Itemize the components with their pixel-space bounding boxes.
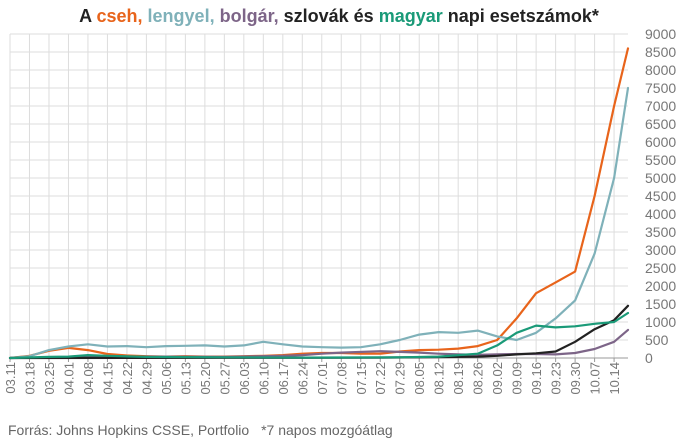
series-line-cseh <box>8 47 630 360</box>
y-tick-label: 1000 <box>645 314 676 330</box>
y-tick-label: 500 <box>645 332 669 348</box>
y-tick-label: 6500 <box>645 116 676 132</box>
y-tick-label: 8000 <box>645 62 676 78</box>
x-tick-label: 03.18 <box>22 362 37 395</box>
x-tick-label: 03.11 <box>3 362 18 394</box>
x-tick-label: 08.19 <box>451 362 466 395</box>
y-tick-label: 2000 <box>645 278 676 294</box>
series-line-lengyel <box>8 86 630 360</box>
x-tick-label: 09.02 <box>490 362 505 395</box>
x-tick-label: 06.17 <box>276 362 291 395</box>
x-tick-label: 03.25 <box>42 362 57 395</box>
source-footer: Forrás: Johns Hopkins CSSE, Portfolio *7… <box>8 422 393 438</box>
title-sk: szlovák és <box>283 6 374 26</box>
x-tick-label: 07.22 <box>373 362 388 395</box>
y-tick-label: 0 <box>645 350 653 366</box>
y-tick-label: 6000 <box>645 134 676 150</box>
x-tick-label: 08.05 <box>412 362 427 395</box>
x-tick-label: 07.15 <box>354 362 369 395</box>
title-bg: bolgár, <box>219 6 279 26</box>
y-tick-label: 4000 <box>645 206 676 222</box>
y-tick-label: 3000 <box>645 242 676 258</box>
x-tick-label: 04.08 <box>81 362 96 395</box>
chart-title: A cseh, lengyel, bolgár, szlovák és magy… <box>0 6 678 27</box>
y-tick-label: 9000 <box>645 26 676 42</box>
x-tick-label: 07.01 <box>315 362 330 395</box>
x-tick-label: 10.14 <box>607 362 622 395</box>
y-tick-label: 7500 <box>645 80 676 96</box>
y-tick-label: 2500 <box>645 260 676 276</box>
y-tick-label: 5500 <box>645 152 676 168</box>
x-tick-label: 06.10 <box>256 362 271 395</box>
x-tick-label: 04.22 <box>120 362 135 395</box>
x-tick-label: 07.08 <box>334 362 349 395</box>
x-tick-label: 06.24 <box>295 362 310 395</box>
source-note: *7 napos mozgóátlag <box>261 422 393 438</box>
series-line-magyar <box>8 311 630 360</box>
x-tick-label: 05.06 <box>159 362 174 395</box>
x-tick-label: 05.13 <box>178 362 193 395</box>
y-tick-label: 4500 <box>645 188 676 204</box>
x-tick-label: 04.29 <box>139 362 154 395</box>
y-tick-label: 3500 <box>645 224 676 240</box>
x-tick-label: 08.12 <box>432 362 447 395</box>
title-cz: cseh, <box>96 6 143 26</box>
series-line-szlovák <box>8 304 630 360</box>
x-tick-label: 08.26 <box>471 362 486 395</box>
x-tick-label: 07.29 <box>393 362 408 395</box>
title-pl: lengyel, <box>147 6 215 26</box>
title-prefix: A <box>79 6 97 26</box>
x-tick-label: 04.01 <box>61 362 76 395</box>
x-tick-label: 10.07 <box>588 362 603 395</box>
y-tick-label: 5000 <box>645 170 676 186</box>
x-tick-label: 06.03 <box>237 362 252 395</box>
title-suffix: napi esetszámok* <box>447 6 599 26</box>
y-tick-label: 8500 <box>645 44 676 60</box>
y-tick-label: 7000 <box>645 98 676 114</box>
x-tick-label: 09.09 <box>510 362 525 395</box>
title-hu: magyar <box>378 6 443 26</box>
x-tick-label: 09.30 <box>568 362 583 395</box>
x-tick-label: 05.27 <box>217 362 232 395</box>
x-tick-label: 09.23 <box>549 362 564 395</box>
x-tick-label: 04.15 <box>100 362 115 395</box>
x-tick-label: 05.20 <box>198 362 213 395</box>
y-tick-label: 1500 <box>645 296 676 312</box>
x-tick-label: 09.16 <box>529 362 544 395</box>
source-text: Forrás: Johns Hopkins CSSE, Portfolio <box>8 422 250 438</box>
